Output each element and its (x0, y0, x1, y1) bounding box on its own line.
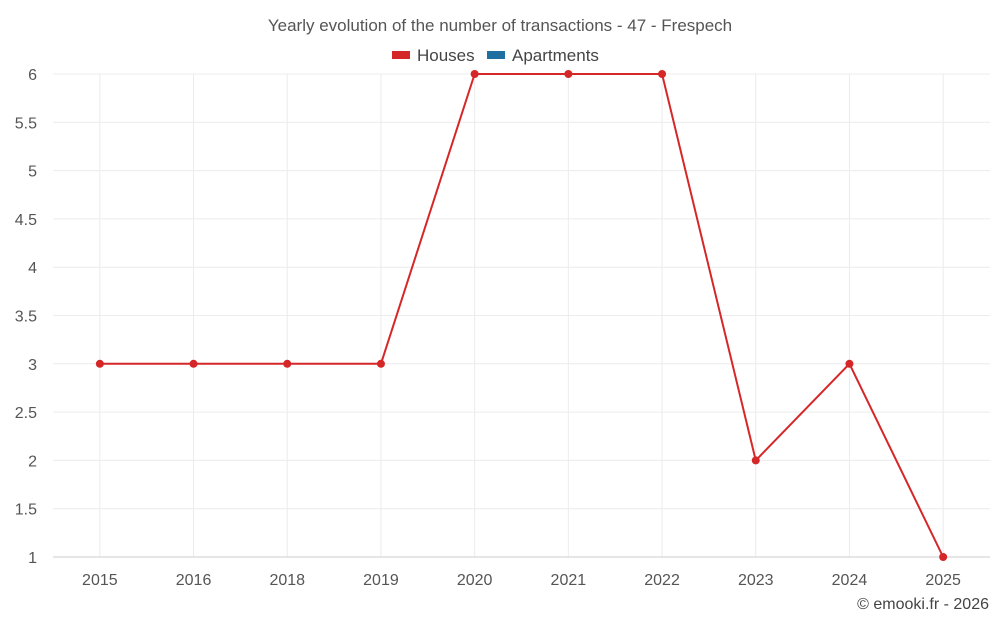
y-tick-label: 5 (28, 164, 37, 181)
data-point-houses[interactable] (939, 553, 948, 561)
y-tick-label: 3.5 (15, 309, 37, 326)
x-tick-label: 2024 (832, 572, 868, 589)
grid (53, 73, 990, 557)
legend: Houses Apartments (392, 46, 599, 65)
x-tick-label: 2020 (457, 572, 493, 589)
y-tick-label: 2.5 (15, 405, 37, 422)
data-point-houses[interactable] (658, 70, 667, 78)
y-tick-label: 4 (28, 260, 37, 277)
y-tick-label: 1 (28, 550, 37, 567)
data-point-houses[interactable] (283, 359, 292, 368)
legend-swatch-apartments (487, 51, 505, 59)
x-tick-label: 2015 (82, 572, 118, 589)
data-point-houses[interactable] (376, 359, 385, 368)
legend-label-apartments: Apartments (512, 46, 599, 65)
y-tick-label: 1.5 (15, 502, 37, 519)
x-tick-label: 2019 (363, 572, 399, 589)
x-tick-label: 2025 (925, 572, 961, 589)
data-point-houses[interactable] (189, 359, 198, 368)
axes: 1 1.5 2 2.5 3 3.5 4 4.5 5 5.5 6 2015 2016 2018 2019 202… (15, 67, 990, 589)
x-tick-label: 2016 (176, 572, 212, 589)
x-tick-label: 2021 (551, 572, 587, 589)
x-tick-label: 2022 (644, 572, 680, 589)
series-layer (95, 70, 948, 561)
y-tick-label: 6 (28, 67, 37, 84)
y-tick-label: 2 (28, 453, 37, 470)
data-point-houses[interactable] (751, 456, 760, 465)
legend-item-houses[interactable]: Houses (392, 46, 475, 65)
y-tick-label: 3 (28, 357, 37, 374)
chart-title: Yearly evolution of the number of transa… (268, 16, 732, 35)
data-point-houses[interactable] (470, 70, 479, 78)
credit-text: © emooki.fr - 2026 (857, 596, 989, 613)
data-point-houses[interactable] (95, 359, 104, 368)
y-tick-label: 5.5 (15, 115, 37, 132)
data-point-houses[interactable] (564, 70, 573, 78)
data-point-houses[interactable] (845, 359, 854, 368)
legend-label-houses: Houses (417, 46, 475, 65)
series-line-houses (99, 73, 945, 558)
legend-item-apartments[interactable]: Apartments (487, 46, 599, 65)
legend-swatch-houses (392, 51, 410, 59)
x-tick-label: 2018 (269, 572, 305, 589)
y-tick-label: 4.5 (15, 212, 37, 229)
x-tick-label: 2023 (738, 572, 774, 589)
